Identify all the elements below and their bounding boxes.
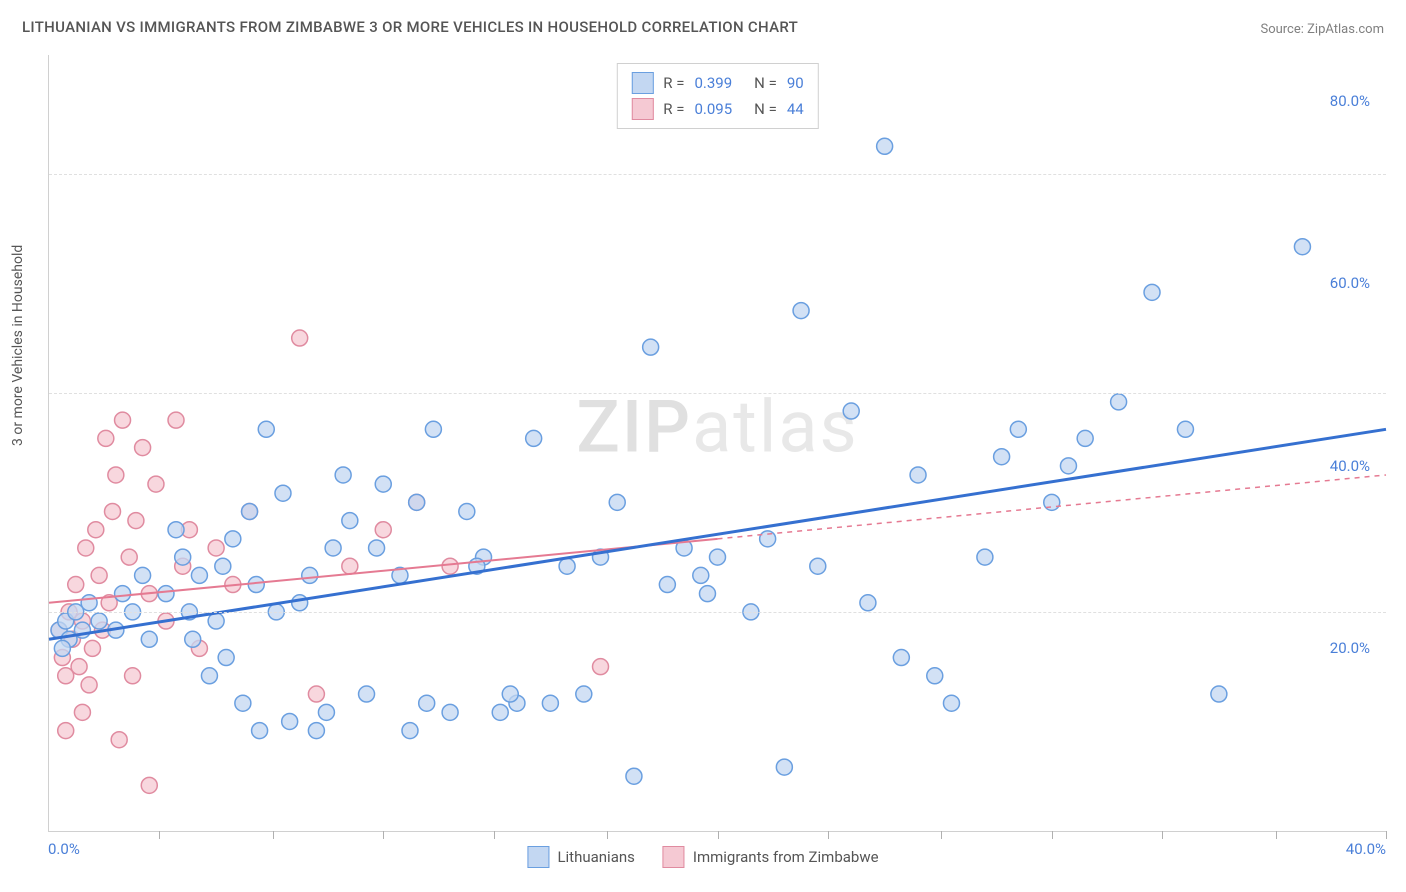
series-legend: Lithuanians Immigrants from Zimbabwe: [527, 846, 878, 868]
swatch-icon: [631, 72, 653, 94]
scatter-svg: [49, 55, 1386, 831]
x-tick-max: 40.0%: [1346, 840, 1386, 858]
legend-item-series-0: Lithuanians: [527, 846, 634, 868]
swatch-icon: [631, 98, 653, 120]
r-label: R =: [663, 74, 684, 92]
y-tick-label: 40.0%: [1330, 457, 1370, 475]
x-tick-min: 0.0%: [48, 840, 80, 858]
chart-plot-area: ZIPatlas R = 0.399 N = 90 R = 0.095 N = …: [48, 55, 1386, 832]
swatch-icon: [663, 846, 685, 868]
n-label: N =: [754, 100, 777, 118]
legend-label: Immigrants from Zimbabwe: [693, 848, 879, 866]
correlation-legend: R = 0.399 N = 90 R = 0.095 N = 44: [616, 63, 818, 129]
n-label: N =: [754, 74, 777, 92]
legend-item-series-1: Immigrants from Zimbabwe: [663, 846, 879, 868]
y-axis-label: 3 or more Vehicles in Household: [10, 245, 26, 446]
n-value: 44: [787, 100, 804, 118]
n-value: 90: [787, 74, 804, 92]
r-value: 0.095: [694, 100, 732, 118]
r-label: R =: [663, 100, 684, 118]
legend-label: Lithuanians: [557, 848, 634, 866]
source-attribution: Source: ZipAtlas.com: [1260, 22, 1384, 37]
y-tick-label: 20.0%: [1330, 639, 1370, 657]
y-tick-label: 60.0%: [1330, 274, 1370, 292]
r-value: 0.399: [694, 74, 732, 92]
y-tick-label: 80.0%: [1330, 92, 1370, 110]
swatch-icon: [527, 846, 549, 868]
legend-row-series-1: R = 0.095 N = 44: [631, 96, 803, 122]
chart-title: LITHUANIAN VS IMMIGRANTS FROM ZIMBABWE 3…: [22, 18, 798, 36]
legend-row-series-0: R = 0.399 N = 90: [631, 70, 803, 96]
